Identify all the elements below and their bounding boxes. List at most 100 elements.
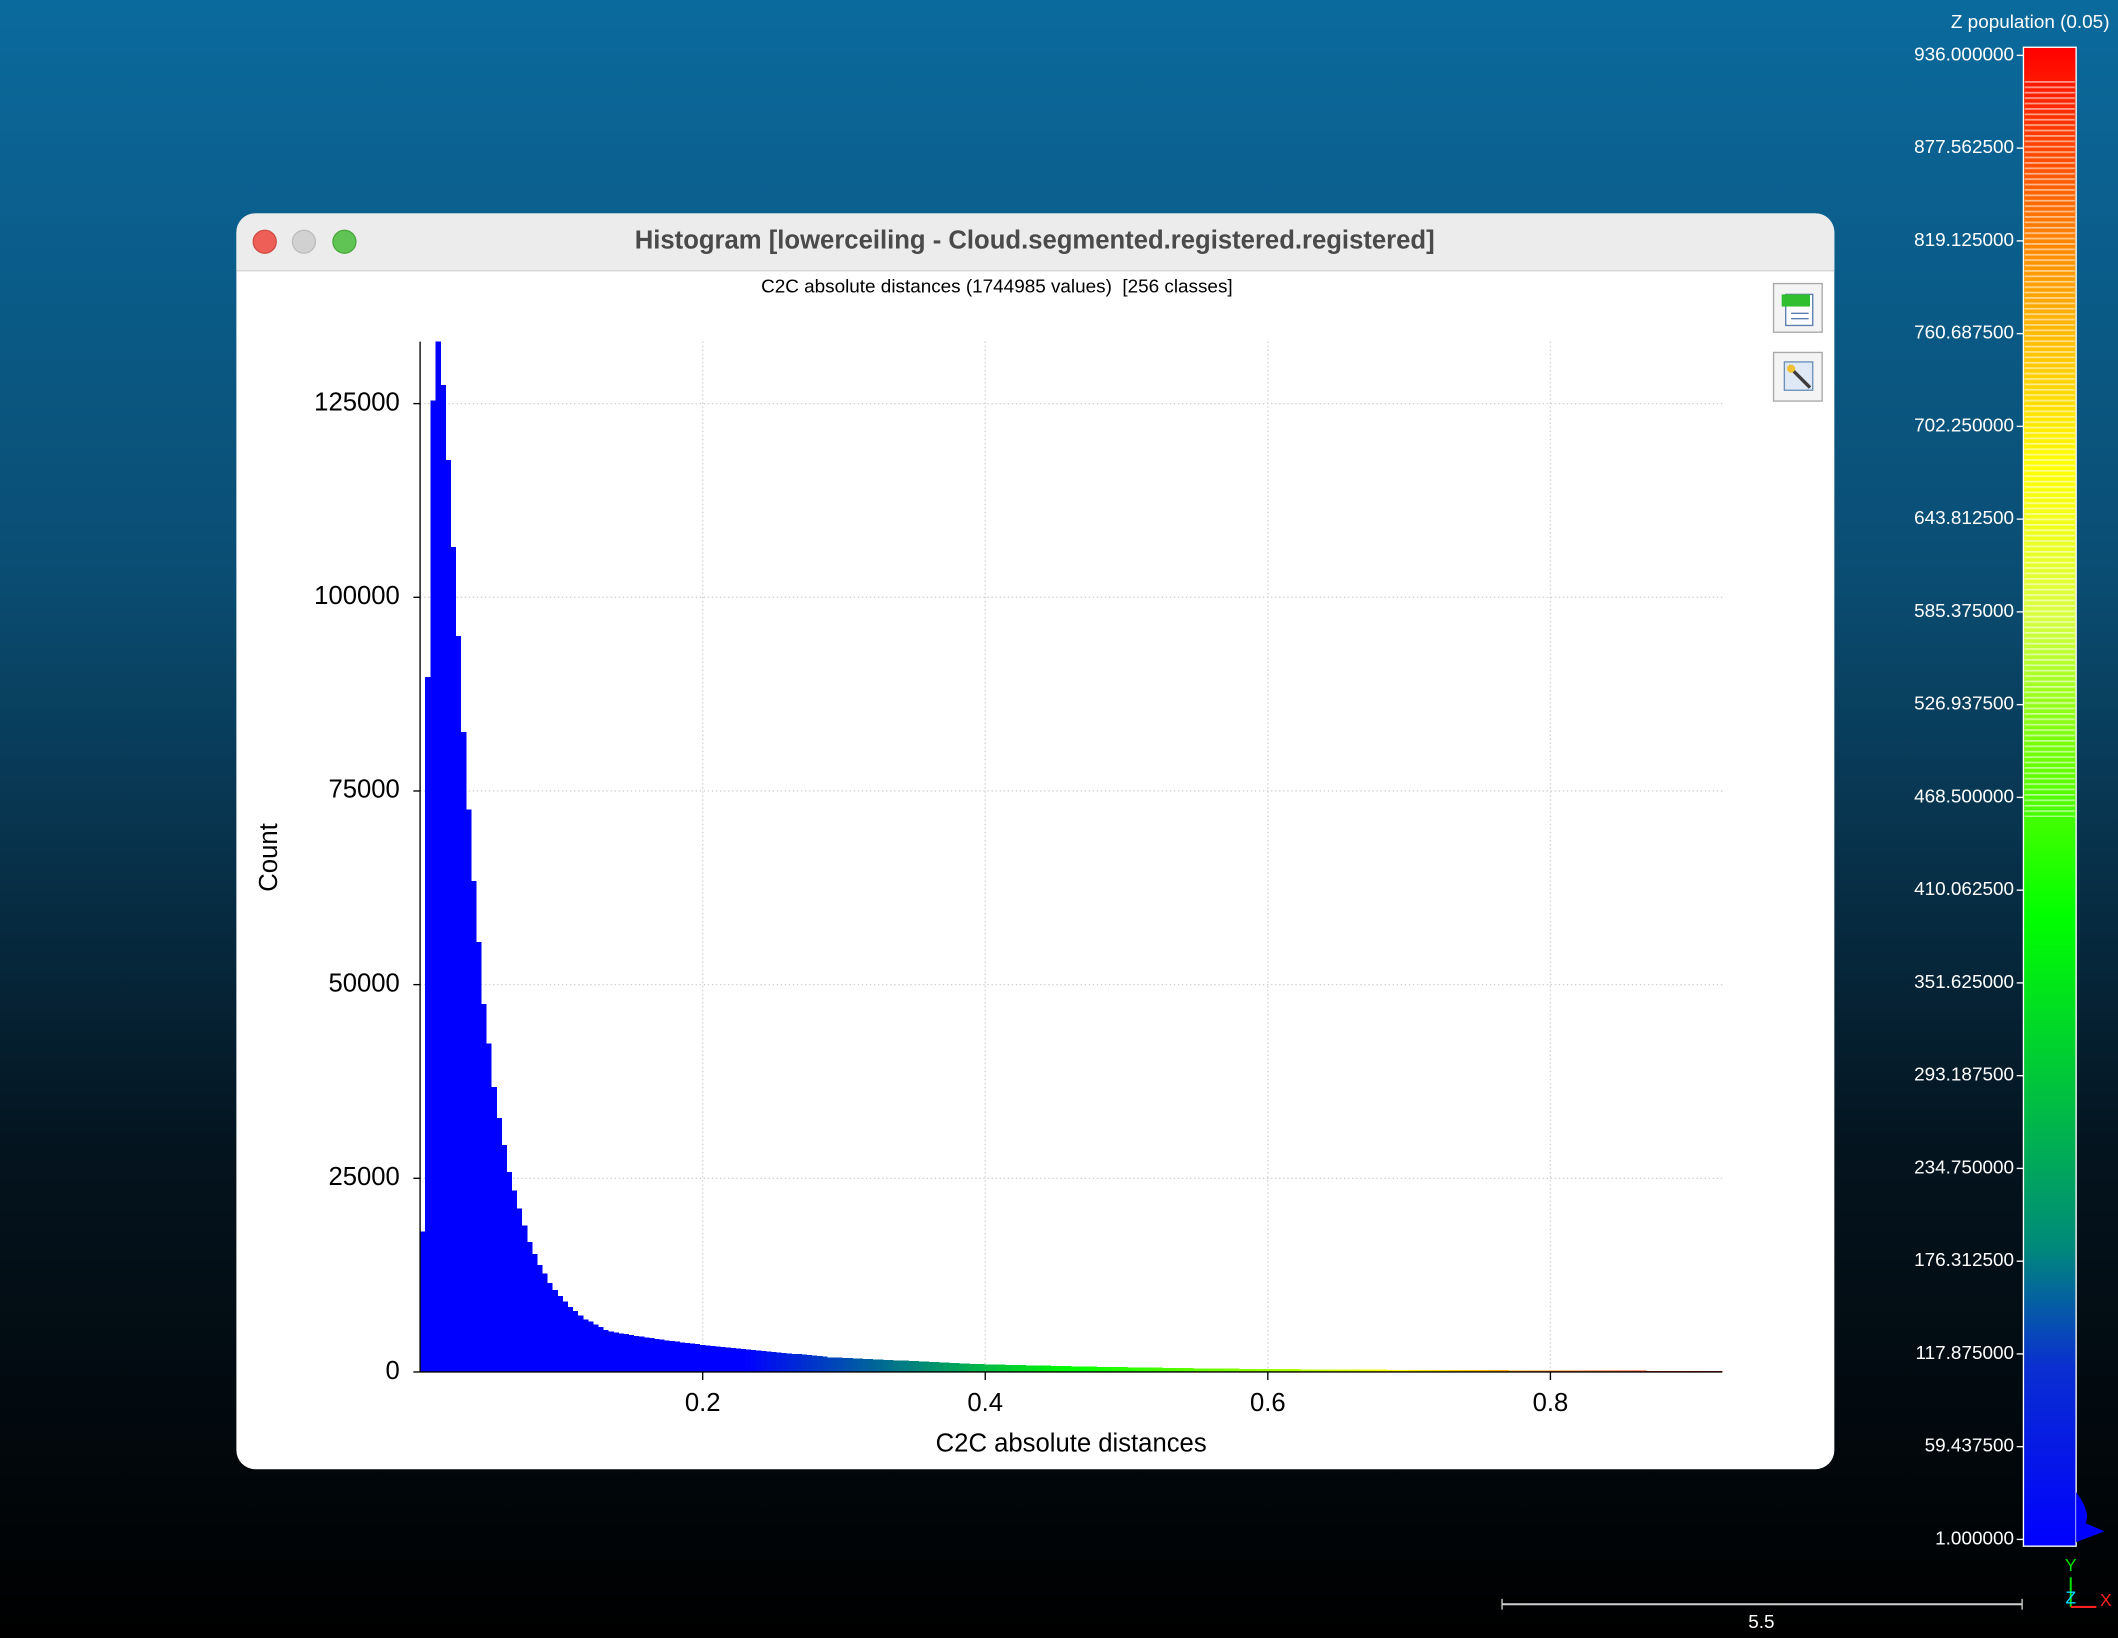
histogram-bar: [491, 1086, 497, 1372]
axes-triad: Y Z X: [2065, 1555, 2112, 1610]
zoom-button[interactable]: [332, 229, 357, 254]
color-scale-label: 936.000000: [1914, 44, 2014, 65]
histogram-bar: [593, 1324, 599, 1372]
color-scale-label: 702.250000: [1914, 415, 2014, 436]
histogram-bar: [882, 1359, 889, 1372]
histogram-bar: [1167, 1367, 1174, 1372]
histogram-bar: [750, 1350, 757, 1372]
histogram-bar: [771, 1351, 777, 1372]
histogram-bar: [1050, 1365, 1057, 1372]
histogram-bar: [1294, 1369, 1301, 1372]
histogram-bar: [1478, 1370, 1484, 1372]
histogram-bar: [689, 1343, 696, 1372]
histogram-bar: [694, 1344, 701, 1372]
histogram-bar: [465, 809, 472, 1372]
histogram-bar: [1254, 1368, 1260, 1372]
histogram-bar: [989, 1364, 996, 1372]
histogram-bar: [547, 1282, 553, 1372]
histogram-bar: [1066, 1366, 1072, 1372]
histogram-bar: [521, 1225, 528, 1372]
histogram-bar: [781, 1352, 787, 1372]
histogram-bar: [1244, 1368, 1250, 1372]
histogram-bar: [613, 1332, 619, 1372]
histogram-bar: [1010, 1364, 1016, 1372]
color-scale-label: 526.937500: [1914, 694, 2014, 715]
histogram-bar: [994, 1364, 1001, 1372]
histogram-bar: [664, 1340, 670, 1372]
button-icon: [1781, 294, 1811, 307]
histogram-bar: [1361, 1369, 1367, 1372]
histogram-bar: [435, 341, 441, 1372]
histogram-bar: [1081, 1366, 1087, 1372]
histogram-bar: [903, 1360, 909, 1372]
close-button[interactable]: [252, 229, 277, 254]
histogram-bar: [1569, 1370, 1576, 1372]
histogram-bar: [1035, 1365, 1042, 1372]
histogram-bar: [1116, 1367, 1123, 1372]
histogram-bar: [1091, 1366, 1097, 1372]
histogram-bar: [1055, 1365, 1062, 1372]
export-csv-button[interactable]: [1772, 282, 1823, 333]
color-scale-label: 819.125000: [1914, 230, 2014, 251]
histogram-bar: [654, 1338, 660, 1372]
color-scale-label: 234.750000: [1914, 1157, 2014, 1178]
histogram-bar: [1274, 1369, 1281, 1372]
y-axis-label: Count: [255, 823, 283, 891]
histogram-bar: [1239, 1368, 1245, 1372]
histogram-bar: [979, 1364, 986, 1372]
histogram-bar: [923, 1361, 930, 1372]
y-tick-label: 100000: [314, 582, 400, 610]
histogram-bar: [704, 1345, 711, 1372]
histogram-bar: [1300, 1369, 1306, 1372]
histogram-bar: [821, 1356, 828, 1372]
histogram-bar: [745, 1349, 752, 1372]
histogram-bar: [476, 942, 482, 1372]
y-tick-label: 50000: [328, 969, 399, 997]
histogram-bar: [1518, 1370, 1525, 1372]
export-image-button[interactable]: [1772, 351, 1823, 402]
histogram-bar: [943, 1362, 950, 1372]
histogram-bar: [506, 1172, 513, 1372]
histogram-bar: [425, 677, 431, 1372]
histogram-bar: [643, 1337, 650, 1372]
histogram-bar: [776, 1352, 782, 1372]
histogram-bar: [725, 1347, 731, 1372]
histogram-bar: [511, 1190, 518, 1372]
chart-title: C2C absolute distances (1744985 values) …: [761, 277, 1233, 298]
histogram-bar: [1020, 1365, 1026, 1372]
histogram-bar: [801, 1354, 808, 1372]
histogram-bar: [796, 1354, 802, 1372]
histogram-bar: [959, 1363, 965, 1372]
histogram-bar: [984, 1364, 991, 1372]
color-scale-label: 59.437500: [1925, 1436, 2014, 1457]
triad-z-label: Z: [2065, 1587, 2076, 1607]
histogram-bar: [486, 1043, 492, 1372]
histogram-bar: [1127, 1367, 1133, 1372]
window-frame: [236, 213, 1835, 1470]
y-tick-label: 25000: [328, 1163, 399, 1191]
histogram-bar: [1523, 1370, 1530, 1372]
histogram-bar: [1605, 1370, 1611, 1372]
histogram-bar: [1198, 1368, 1204, 1372]
color-scale-label: 176.312500: [1914, 1250, 2014, 1271]
histogram-bar: [949, 1362, 955, 1372]
color-scale-label: 351.625000: [1914, 972, 2014, 993]
color-scale-label: 585.375000: [1914, 601, 2014, 622]
histogram-bar: [974, 1363, 981, 1372]
histogram-bar: [1106, 1366, 1113, 1372]
histogram-bar: [1488, 1370, 1494, 1372]
histogram-bar: [420, 1231, 426, 1372]
minimize-button[interactable]: [291, 229, 317, 254]
histogram-bar: [1452, 1370, 1459, 1372]
histogram-bar: [898, 1360, 904, 1372]
histogram-bar: [1498, 1370, 1504, 1372]
histogram-bar: [587, 1321, 594, 1372]
histogram-bar: [1208, 1368, 1214, 1372]
histogram-bar: [1040, 1365, 1047, 1372]
histogram-bar: [1508, 1370, 1515, 1372]
histogram-bar: [1340, 1369, 1347, 1372]
histogram-bar: [755, 1350, 762, 1372]
histogram-bar: [735, 1348, 741, 1372]
histogram-bar: [1315, 1369, 1321, 1372]
histogram-bar: [715, 1346, 721, 1372]
